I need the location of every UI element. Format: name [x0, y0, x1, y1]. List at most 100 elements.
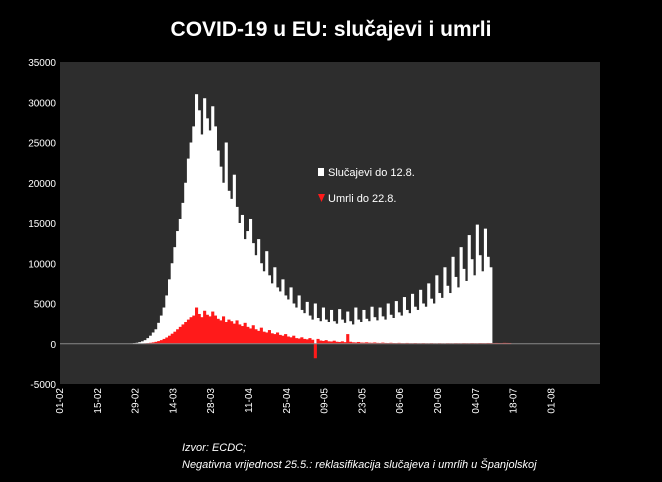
case-bar	[257, 239, 261, 344]
case-bar	[354, 307, 358, 344]
case-bar	[451, 256, 455, 344]
death-bar	[184, 322, 188, 344]
case-bar	[467, 235, 471, 344]
death-bar	[257, 330, 261, 344]
death-bar	[273, 334, 277, 344]
death-bar	[357, 341, 361, 344]
death-bar	[216, 318, 220, 344]
case-bar	[413, 306, 417, 344]
death-bar	[332, 340, 336, 344]
death-bar	[205, 314, 209, 344]
x-tick-label: 23-05	[357, 388, 368, 414]
y-tick-label: 25000	[28, 139, 56, 150]
chart-svg	[60, 94, 600, 359]
death-bar	[294, 338, 298, 344]
chart-title: COVID-19 u EU: slučajevi i umrli	[170, 18, 492, 41]
x-tick-label: 09-05	[320, 388, 331, 414]
case-bar	[270, 283, 274, 344]
death-bar	[359, 342, 363, 344]
case-bar	[178, 218, 182, 344]
case-bar	[456, 287, 460, 344]
case-bar	[192, 126, 196, 344]
case-bar	[243, 239, 247, 344]
case-bar	[170, 263, 174, 344]
case-bar	[378, 307, 382, 344]
death-bar	[348, 341, 352, 344]
death-bar	[224, 322, 228, 344]
case-bar	[478, 255, 482, 344]
death-bar	[192, 315, 196, 344]
case-bar	[273, 267, 277, 344]
death-bar	[213, 315, 217, 344]
x-tick-label: 14-03	[168, 388, 179, 414]
case-bar	[181, 202, 185, 344]
case-bar	[311, 319, 315, 344]
case-bar	[454, 276, 458, 344]
death-bar	[200, 317, 204, 344]
case-bar	[141, 341, 145, 344]
case-bar	[386, 303, 390, 344]
death-bar	[232, 323, 236, 344]
case-bar	[305, 301, 309, 344]
death-bar	[327, 341, 331, 344]
case-bar	[219, 166, 223, 344]
death-bar	[203, 310, 207, 344]
case-bar	[481, 271, 485, 344]
x-tick-label: 18-07	[509, 388, 520, 414]
case-bar	[143, 340, 147, 344]
case-bar	[448, 293, 452, 344]
source-line: Izvor: ECDC;	[182, 442, 247, 454]
case-bar	[475, 224, 479, 344]
death-bar	[230, 321, 234, 344]
case-bar	[486, 256, 490, 344]
death-bar	[265, 332, 269, 344]
case-bar	[424, 306, 428, 344]
y-tick-label: 30000	[28, 98, 56, 109]
case-bar	[483, 228, 487, 344]
death-bar	[335, 341, 339, 344]
death-bar	[235, 320, 239, 344]
case-bar	[421, 303, 425, 344]
death-bar	[316, 338, 320, 344]
death-bar	[262, 331, 266, 344]
death-bar	[308, 338, 312, 344]
death-bar	[168, 335, 172, 344]
death-bar	[159, 340, 163, 344]
case-bar	[246, 231, 250, 344]
death-bar	[259, 327, 263, 344]
death-bar	[284, 334, 288, 344]
death-bar	[176, 329, 180, 344]
case-bar	[446, 285, 450, 344]
case-bar	[335, 323, 339, 344]
y-tick-label: 0	[50, 340, 56, 351]
case-bar	[200, 134, 204, 344]
death-bar	[249, 328, 253, 344]
case-bar	[168, 279, 172, 344]
death-bar	[254, 329, 258, 344]
case-bar	[205, 118, 209, 344]
x-tick-label: 01-02	[55, 388, 66, 414]
death-bar	[381, 342, 385, 344]
case-bar	[278, 291, 282, 344]
death-bar	[300, 337, 304, 344]
case-bar	[235, 206, 239, 344]
y-tick-label: 10000	[28, 259, 56, 270]
case-bar	[173, 247, 177, 344]
death-bar	[173, 331, 177, 344]
case-bar	[392, 317, 396, 344]
case-bar	[330, 309, 334, 344]
case-bar	[470, 259, 474, 344]
death-bar	[289, 337, 293, 344]
case-bar	[394, 301, 398, 344]
case-bar	[159, 315, 163, 344]
death-bar	[211, 311, 215, 344]
case-bar	[308, 315, 312, 344]
x-tick-label: 04-07	[471, 388, 482, 414]
death-bar	[305, 339, 309, 344]
y-tick-label: -5000	[30, 380, 56, 391]
y-tick-label: 5000	[34, 300, 57, 311]
case-bar	[262, 271, 266, 344]
case-bar	[251, 243, 255, 344]
case-bar	[254, 255, 258, 344]
x-tick-label: 29-02	[131, 388, 142, 414]
